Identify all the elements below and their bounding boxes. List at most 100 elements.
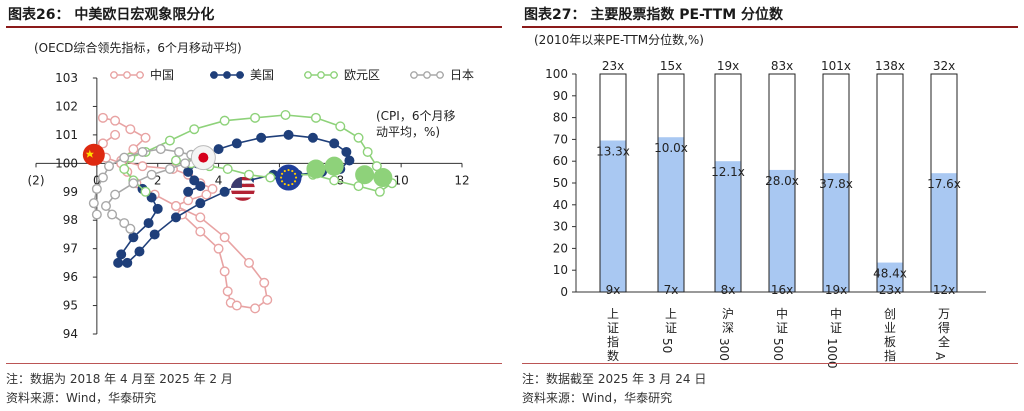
data-point (119, 218, 130, 229)
x-axis-label-line-1: (CPI，6个月移 (376, 109, 455, 123)
category-label: 指 (884, 348, 896, 363)
category-label: 指 (607, 334, 619, 349)
data-point (250, 112, 261, 123)
category-label: 创 (884, 307, 896, 321)
y-tick-label: 60 (553, 154, 568, 168)
data-point (116, 249, 127, 260)
data-point (243, 257, 254, 268)
data-point (219, 115, 230, 126)
data-point (143, 218, 154, 229)
bar-value-label: 28.0x (765, 174, 799, 188)
bar (715, 161, 741, 292)
data-point (91, 209, 102, 220)
bar (931, 173, 957, 292)
flag-star (291, 169, 294, 173)
source-note: 资料来源：Wind，华泰研究 (6, 391, 157, 405)
y-tick-label: 103 (55, 71, 78, 85)
data-point (122, 257, 133, 268)
data-point (155, 144, 166, 155)
x-tick-label: 10 (394, 173, 409, 187)
data-point (213, 144, 224, 155)
series-layer (88, 109, 398, 314)
flag-star (280, 180, 284, 183)
data-point (170, 200, 181, 211)
bars: 13.3x23x9x上证指数10.0x15x7x上证5012.1x19x8x沪深… (596, 59, 961, 368)
data-point (265, 172, 276, 183)
legend-label: 日本 (450, 68, 474, 82)
data-point (128, 178, 139, 189)
y-tick-label: 50 (553, 176, 568, 190)
y-tick-label: 101 (55, 128, 78, 142)
data-point (306, 159, 326, 179)
bar-value-label: 12.1x (711, 165, 745, 179)
data-point (259, 277, 270, 288)
bar (600, 140, 626, 292)
data-point (195, 198, 206, 209)
category-label: 证 (776, 321, 788, 335)
data-point (341, 146, 352, 157)
bar (769, 169, 795, 292)
y-axis-label: (2010年以来PE-TTM分位数,%) (534, 32, 704, 47)
category-label: 全 (938, 334, 950, 349)
pe-percentile-chart: (2010年以来PE-TTM分位数,%) 0 10 20 30 40 50 60 70 80 90… (534, 32, 986, 368)
data-point (283, 129, 294, 140)
legend-item: 中国 (110, 67, 174, 82)
flag-star (287, 168, 290, 172)
data-point (107, 209, 118, 220)
data-point (195, 212, 206, 223)
y-tick-label: 20 (553, 241, 568, 255)
figure-title: 图表26： 中美欧日宏观象限分化 (8, 7, 215, 23)
footer-rule (6, 363, 502, 364)
data-point (134, 246, 145, 257)
data-point (88, 198, 99, 209)
data-point (256, 132, 267, 143)
legend-item: 美国 (210, 68, 274, 82)
category-label: 数 (607, 348, 619, 363)
data-point (183, 166, 194, 177)
data-point (164, 164, 175, 175)
eu-flag-marker (275, 164, 302, 191)
y-tick-label: 100 (55, 156, 78, 170)
data-point (353, 132, 364, 143)
y-tick-label: 94 (63, 327, 78, 341)
data-point (250, 303, 261, 314)
data-point (195, 181, 206, 192)
data-point (307, 132, 318, 143)
legend-item: 欧元区 (304, 68, 380, 82)
bar-max-label: 19x (717, 59, 739, 73)
y-tick-label: 40 (553, 198, 568, 212)
legend-swatch-marker (236, 71, 244, 79)
category-label: 中 (776, 306, 788, 321)
flag-star (294, 176, 298, 179)
legend-label: 美国 (250, 68, 274, 82)
data-point (100, 200, 111, 211)
data-point (140, 186, 151, 197)
data-point (189, 124, 200, 135)
data-point (164, 135, 175, 146)
data-point (152, 203, 163, 214)
bar-min-label: 19x (825, 283, 847, 297)
data-point (146, 169, 157, 180)
japan-flag-marker (190, 145, 216, 171)
category-label: 300 (717, 338, 731, 361)
category-label: 沪 (722, 307, 734, 321)
data-point (110, 115, 121, 126)
y-tick-label: 98 (63, 213, 78, 227)
legend-swatch-marker (317, 71, 325, 79)
bar-group-1: 10.0x 15x 7x 上证 50 (654, 59, 688, 353)
data-point (174, 146, 185, 157)
data-point (125, 223, 136, 234)
series-japan (88, 144, 203, 234)
legend: 中国 美国 欧元区 日本 (110, 67, 474, 82)
flag-star (283, 182, 286, 186)
data-point (219, 266, 230, 277)
legend-label: 欧元区 (344, 68, 380, 82)
bar (877, 262, 903, 292)
legend-swatch-marker (136, 71, 144, 79)
bar-max-label: 83x (771, 59, 793, 73)
x-tick-label: 12 (454, 173, 469, 187)
data-point (355, 165, 375, 185)
panel-macro-quadrant: 图表26： 中美欧日宏观象限分化 (OECD综合领先指标，6个月移动平均) (C… (0, 0, 508, 411)
y-tick-label: 30 (553, 220, 568, 234)
data-point (125, 124, 136, 135)
